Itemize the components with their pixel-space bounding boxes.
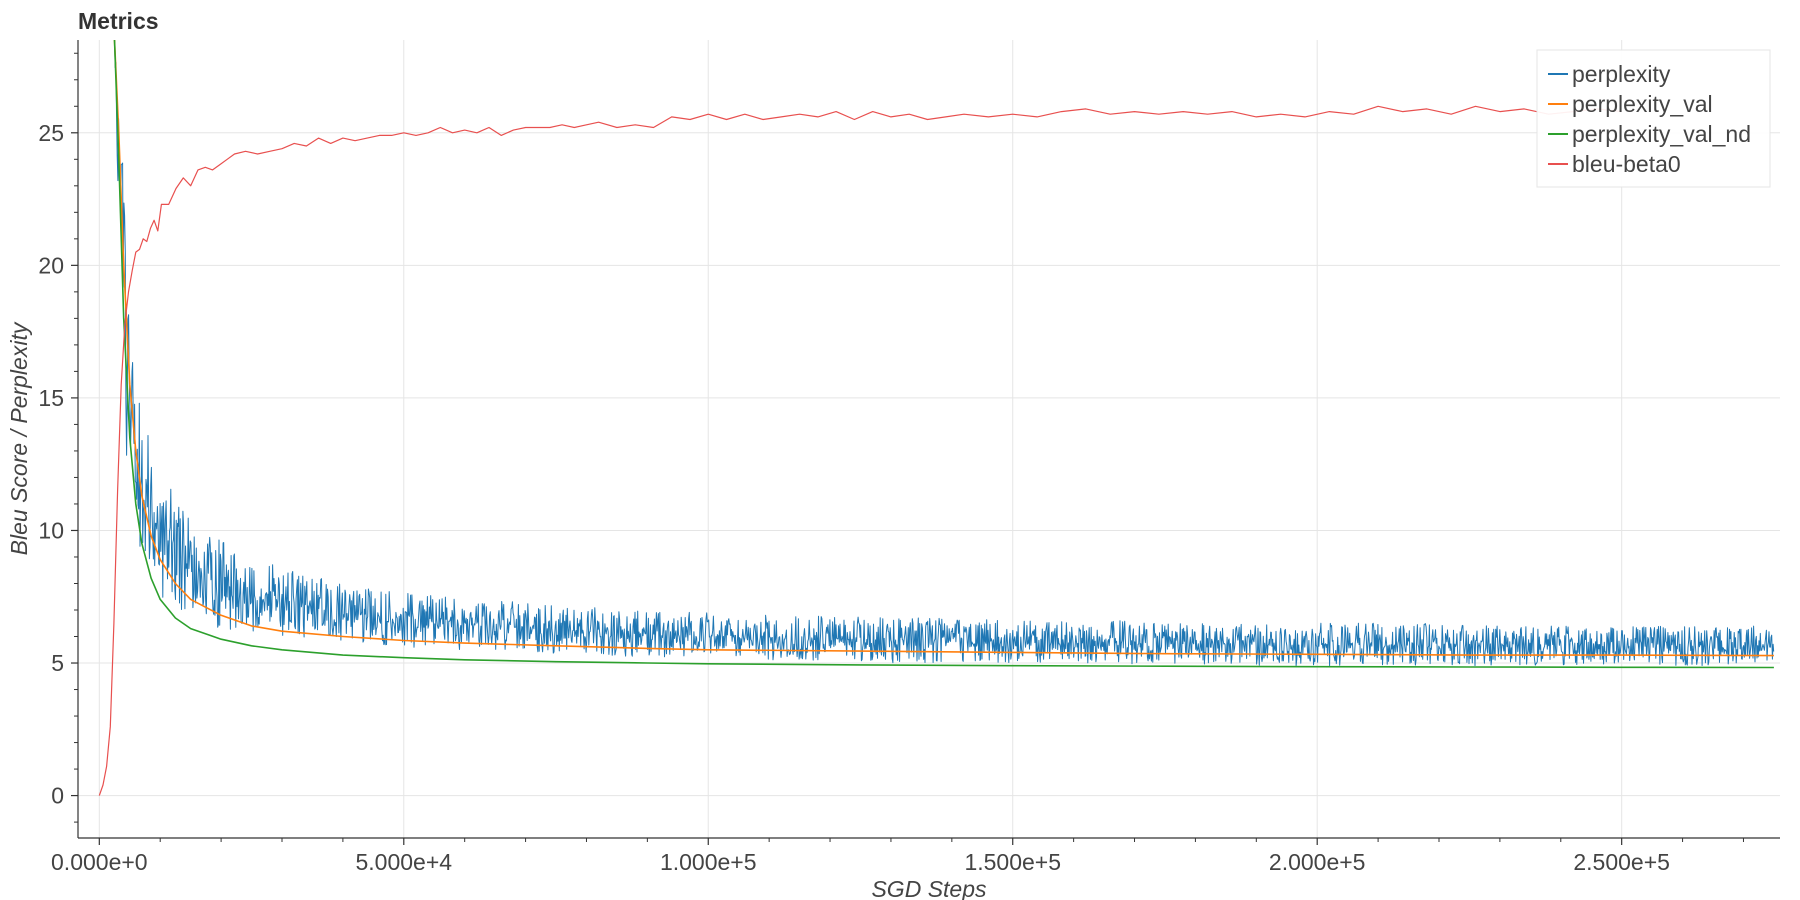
x-tick-label: 5.000e+4 <box>355 849 452 875</box>
y-axis-title: Bleu Score / Perplexity <box>6 321 32 555</box>
y-tick-label: 25 <box>38 120 64 146</box>
x-tick-label: 2.500e+5 <box>1573 849 1670 875</box>
legend-label-perplexity: perplexity <box>1572 61 1671 87</box>
y-tick-label: 0 <box>51 783 64 809</box>
y-tick-label: 5 <box>51 650 64 676</box>
x-tick-label: 1.000e+5 <box>660 849 757 875</box>
chart-title: Metrics <box>78 8 159 34</box>
series-line-bleu-beta0 <box>98 105 1622 796</box>
legend-label-perplexity_val_nd: perplexity_val_nd <box>1572 121 1751 147</box>
grid <box>78 40 1780 838</box>
legend-box <box>1536 49 1771 188</box>
x-tick-label: 0.000e+0 <box>51 849 148 875</box>
x-tick-label: 1.500e+5 <box>964 849 1061 875</box>
legend-label-bleu-beta0: bleu-beta0 <box>1572 151 1681 177</box>
x-axis-title: SGD Steps <box>871 876 987 900</box>
axes: 0.000e+0 5.000e+4 1.000e+5 1.500e+5 2.000e+5… <box>6 40 1780 900</box>
y-tick-label: 15 <box>38 385 64 411</box>
y-tick-label: 20 <box>38 252 64 278</box>
y-tick-label: 10 <box>38 517 64 543</box>
legend-label-perplexity_val: perplexity_val <box>1572 91 1713 117</box>
plot-series <box>98 40 1775 796</box>
series-line-perplexity <box>114 40 1775 667</box>
legend[interactable]: perplexity perplexity_val perplexity_val_n… <box>1536 49 1771 188</box>
x-tick-label: 2.000e+5 <box>1269 849 1366 875</box>
series-line-perplexity_val_nd <box>113 40 1774 669</box>
series-line-perplexity_val <box>113 40 1774 657</box>
